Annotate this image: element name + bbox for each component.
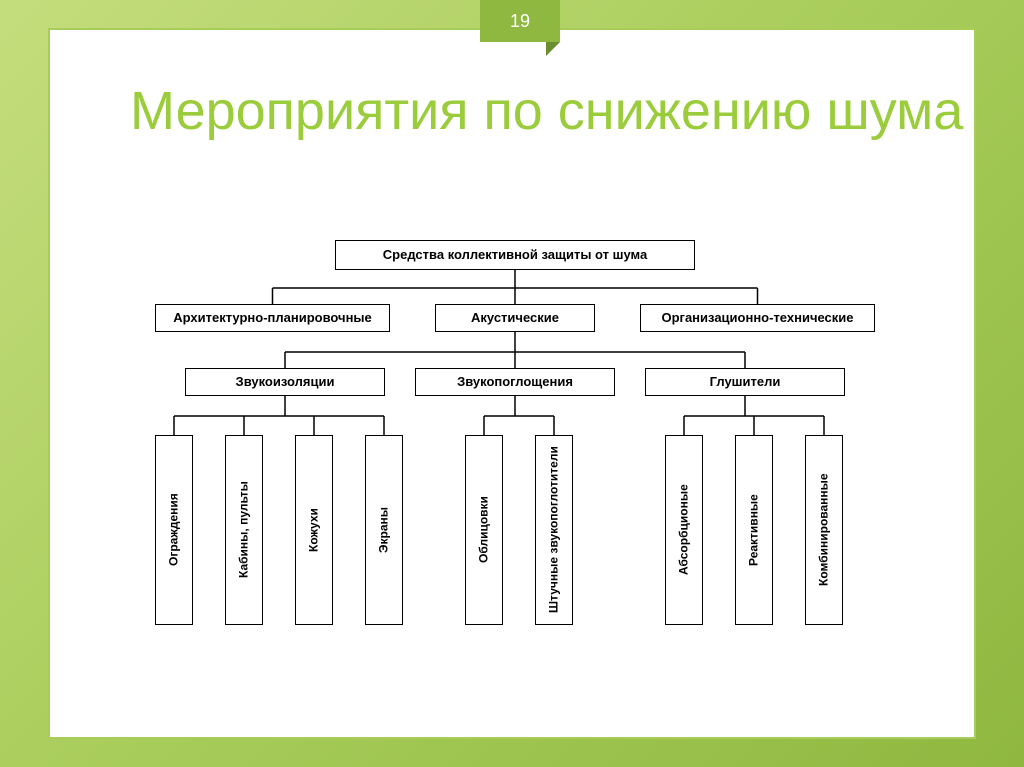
page-number-tab: 19 [480, 0, 560, 42]
page-number: 19 [510, 11, 530, 32]
slide-card: Мероприятия по снижению шума Средства ко… [48, 28, 976, 739]
tree-node-l3: Экраны [365, 435, 403, 625]
tree-node-l1: Кабины, пульты [225, 435, 263, 625]
tree-node-zvpog: Звукопоглощения [415, 368, 615, 396]
tree-node-l0: Ограждения [155, 435, 193, 625]
tree-node-l2: Кожухи [295, 435, 333, 625]
slide-title: Мероприятия по снижению шума [130, 82, 963, 141]
tree-node-l4: Облицовки [465, 435, 503, 625]
tree-node-arch: Архитектурно-планировочные [155, 304, 390, 332]
tree-node-l8: Комбинированные [805, 435, 843, 625]
tree-node-root: Средства коллективной защиты от шума [335, 240, 695, 270]
tree-node-l7: Реактивные [735, 435, 773, 625]
tree-node-glush: Глушители [645, 368, 845, 396]
tree-node-l5: Штучные звукопоглотители [535, 435, 573, 625]
tree-node-l6: Абсорбционые [665, 435, 703, 625]
tree-node-acou: Акустические [435, 304, 595, 332]
tree-node-zvizo: Звукоизоляции [185, 368, 385, 396]
tree-node-orgt: Организационно-технические [640, 304, 875, 332]
hierarchy-diagram: Средства коллективной защиты от шума Архи… [110, 240, 920, 710]
